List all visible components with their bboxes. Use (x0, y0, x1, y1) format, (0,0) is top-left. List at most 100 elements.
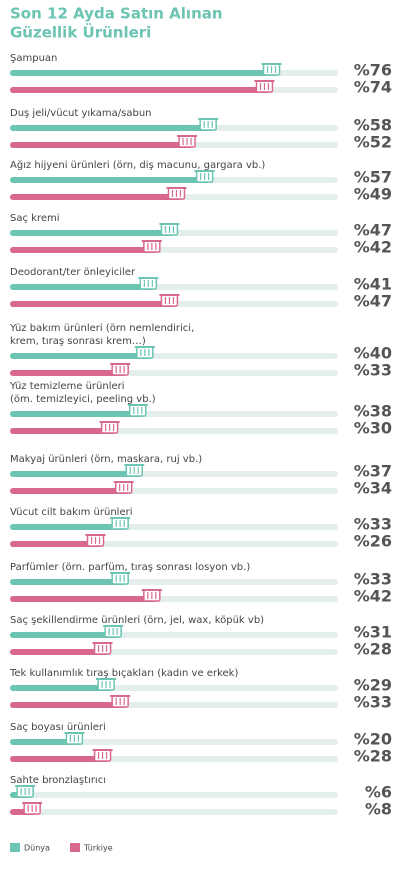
basket-icon (110, 695, 131, 708)
basket-icon (92, 642, 113, 655)
value-label: %57 (354, 168, 392, 187)
category-label: Duş jeli/vücut yıkama/sabun (10, 108, 152, 119)
value-label: %30 (354, 419, 392, 438)
basket-icon (134, 346, 155, 359)
category-label: Yüz temizleme ürünleri (öm. temizleyici, … (9, 381, 156, 405)
bar (10, 142, 194, 148)
basket-icon (166, 187, 187, 200)
category-label: Makyaj ürünleri (örn, maskara, ruj vb.) (10, 454, 202, 465)
category-line: Saç kremi (10, 213, 60, 224)
value-label: %47 (354, 221, 392, 240)
basket-icon (141, 589, 162, 602)
bar (10, 488, 130, 494)
basket-icon (96, 678, 117, 691)
legend-label: Dünya (24, 844, 50, 853)
value-label: %31 (354, 623, 392, 642)
value-label: %33 (354, 361, 392, 380)
bar (10, 411, 144, 417)
bar (10, 541, 102, 547)
basket-icon (138, 277, 159, 290)
category-label: Saç şekillendirme ürünleri (örn, jel, wa… (10, 615, 264, 626)
category-label: Sahte bronzlaştırıcı (10, 775, 106, 786)
category-line: Saç şekillendirme ürünleri (örn, jel, wa… (10, 615, 264, 626)
value-label: %34 (354, 479, 392, 498)
bar (10, 428, 116, 434)
value-label: %76 (354, 61, 392, 80)
value-label: %28 (354, 747, 392, 766)
bar (10, 87, 271, 93)
basket-icon (22, 802, 43, 815)
bar-track (10, 809, 338, 815)
value-label: %33 (354, 570, 392, 589)
basket-icon (103, 625, 124, 638)
bar (10, 632, 120, 638)
basket-icon (159, 294, 180, 307)
value-label: %33 (354, 515, 392, 534)
category-line: Yüz temizleme ürünleri (9, 381, 125, 392)
value-label: %40 (354, 344, 392, 363)
basket-icon (254, 80, 275, 93)
value-label: %49 (354, 185, 392, 204)
legend-swatch (10, 843, 20, 852)
value-label: %20 (354, 730, 392, 749)
bar (10, 247, 158, 253)
bar (10, 649, 109, 655)
legend-label: Türkiye (83, 844, 113, 853)
basket-icon (110, 517, 131, 530)
basket-icon (64, 732, 85, 745)
category-line: Şampuan (10, 53, 57, 64)
bar (10, 739, 81, 745)
value-label: %74 (354, 78, 392, 97)
bar (10, 284, 155, 290)
category-label: Yüz bakım ürünleri (örn nemlendirici, kre… (9, 323, 194, 347)
bar (10, 685, 113, 691)
bar (10, 70, 278, 76)
bar (10, 596, 158, 602)
category-line: Deodorant/ter önleyiciler (10, 267, 136, 278)
category-line: Tek kullanımlık tıraş bıçakları (kadın v… (9, 668, 238, 679)
bar (10, 230, 176, 236)
basket-icon (194, 170, 215, 183)
bar (10, 702, 127, 708)
bar (10, 471, 141, 477)
value-label: %58 (354, 116, 392, 135)
category-line: Duş jeli/vücut yıkama/sabun (10, 108, 152, 119)
category-line: (öm. temizleyici, peeling vb.) (10, 394, 156, 405)
category-line: Vücut cilt bakım ürünleri (10, 507, 133, 518)
category-line: Makyaj ürünleri (örn, maskara, ruj vb.) (10, 454, 202, 465)
category-label: Şampuan (10, 53, 57, 64)
value-label: %28 (354, 640, 392, 659)
category-line: Parfümler (örn. parfüm, tıraş sonrası lo… (10, 562, 250, 573)
category-line: Saç boyası ürünleri (10, 722, 106, 733)
category-label: Parfümler (örn. parfüm, tıraş sonrası lo… (10, 562, 250, 573)
value-label: %42 (354, 238, 392, 257)
category-label: Saç boyası ürünleri (10, 722, 106, 733)
value-label: %38 (354, 402, 392, 421)
category-line: Ağız hijyeni ürünleri (örn, diş macunu, … (10, 159, 265, 171)
value-label: %37 (354, 462, 392, 481)
category-label: Saç kremi (10, 213, 60, 224)
basket-icon (99, 421, 120, 434)
value-label: %26 (354, 532, 392, 551)
category-label: Deodorant/ter önleyiciler (10, 267, 136, 278)
bar (10, 353, 151, 359)
category-label: Ağız hijyeni ürünleri (örn, diş macunu, … (10, 159, 265, 171)
chart-title: Son 12 Ayda Satın Alınan (10, 5, 223, 23)
category-line: Yüz bakım ürünleri (örn nemlendirici, (9, 323, 194, 334)
category-line: Sahte bronzlaştırıcı (10, 775, 106, 786)
bar (10, 301, 176, 307)
value-label: %8 (365, 800, 392, 819)
basket-icon (110, 363, 131, 376)
value-label: %6 (365, 783, 392, 802)
bar (10, 125, 215, 131)
basket-icon (198, 118, 219, 131)
bar (10, 370, 127, 376)
basket-icon (85, 534, 106, 547)
basket-icon (141, 240, 162, 253)
basket-icon (113, 481, 134, 494)
basket-icon (261, 63, 282, 76)
category-line: krem, tıraş sonrası krem…) (10, 336, 146, 347)
basket-icon (124, 464, 145, 477)
bar (10, 579, 127, 585)
